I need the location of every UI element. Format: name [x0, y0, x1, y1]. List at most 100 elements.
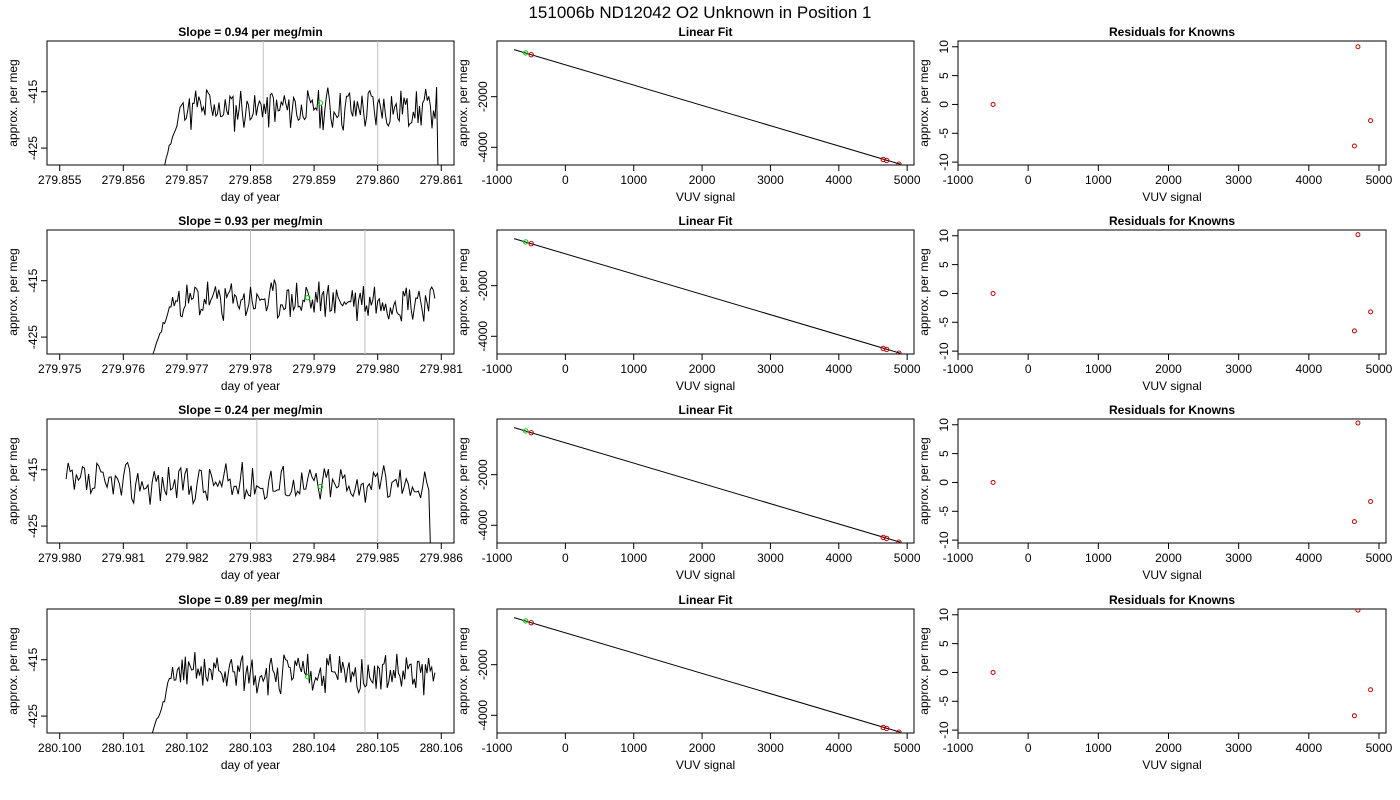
x-tick-label: 1000: [1085, 741, 1112, 755]
plot-frame: [496, 40, 915, 166]
plot-area: [65, 419, 431, 543]
x-tick-label: 279.855: [38, 173, 82, 187]
x-axis-label: VUV signal: [676, 758, 735, 772]
time-series-trace: [151, 652, 436, 733]
panel-linear-fit-row-2: Linear Fit -1000 0 1000 2000 3000 4000 5000 -200…: [456, 214, 921, 393]
y-tick-label: -415: [26, 268, 40, 292]
x-tick-label: 0: [562, 551, 569, 565]
x-tick-label: 1000: [620, 741, 647, 755]
y-tick-label: -425: [26, 704, 40, 728]
y-tick-label: 5: [937, 261, 951, 268]
x-tick-label: 2000: [689, 551, 716, 565]
y-tick-label: -2000: [476, 270, 490, 301]
unknown-sample-marker: [305, 294, 311, 301]
panel-title: Residuals for Knowns: [1109, 403, 1235, 417]
y-tick-label: 0: [937, 101, 951, 108]
panel-linear-fit-row-1: Linear Fit -1000 0 1000 2000 3000 4000 5000 -200…: [456, 25, 921, 204]
plot-area: [151, 609, 436, 733]
y-tick-label: -10: [937, 721, 951, 739]
residual-point: [1355, 232, 1361, 238]
x-tick-label: -1000: [943, 551, 974, 565]
x-tick-label: 4000: [1295, 741, 1322, 755]
x-tick-label: 4000: [825, 741, 852, 755]
x-tick-label: 2000: [1155, 362, 1182, 376]
plot-area: [990, 420, 1374, 525]
x-tick-label: 280.103: [229, 741, 273, 755]
x-tick-label: 3000: [757, 551, 784, 565]
residual-point: [1368, 687, 1374, 693]
panel-timeseries-row-4: Slope = 0.89 per meg/min 280.100 280.101 28…: [6, 593, 463, 772]
figure-title: 151006b ND12042 O2 Unknown in Position 1: [528, 3, 871, 22]
panel-grid: Slope = 0.94 per meg/min 279.855 279.856 27…: [6, 25, 1393, 772]
residual-point: [1351, 143, 1357, 149]
known-point: [528, 240, 534, 247]
x-tick-label: 5000: [1366, 173, 1393, 187]
residual-point: [1368, 118, 1374, 124]
y-tick-label: -425: [26, 514, 40, 538]
plot-area: [513, 238, 902, 354]
y-tick-label: -5: [937, 317, 951, 328]
x-tick-label: 2000: [1155, 741, 1182, 755]
known-point: [883, 725, 890, 732]
x-tick-label: 280.106: [420, 741, 464, 755]
y-tick-label: -2000: [476, 81, 490, 112]
panel-title: Linear Fit: [678, 214, 732, 228]
x-axis-label: day of year: [221, 568, 280, 582]
x-tick-label: 2000: [689, 741, 716, 755]
unknown-point: [523, 50, 529, 56]
y-axis-label: approx. per meg: [6, 248, 20, 335]
x-tick-label: 279.983: [229, 551, 273, 565]
panel-title: Slope = 0.93 per meg/min: [178, 214, 322, 228]
y-axis-label: approx. per meg: [456, 437, 470, 524]
panel-title: Residuals for Knowns: [1109, 214, 1235, 228]
x-tick-label: 0: [1025, 551, 1032, 565]
x-tick-label: 2000: [689, 362, 716, 376]
x-tick-label: 280.102: [165, 741, 209, 755]
panel-title: Slope = 0.89 per meg/min: [178, 593, 322, 607]
x-tick-label: 3000: [1225, 173, 1252, 187]
x-tick-label: 279.860: [356, 173, 400, 187]
y-axis-label: approx. per meg: [917, 59, 931, 146]
residual-point: [1368, 498, 1374, 504]
y-tick-label: -2000: [476, 459, 490, 490]
y-tick-label: 0: [937, 290, 951, 297]
panel-timeseries-row-3: Slope = 0.24 per meg/min 279.980 279.981 27…: [6, 403, 463, 582]
x-tick-label: 0: [562, 362, 569, 376]
x-tick-label: -1000: [943, 741, 974, 755]
y-tick-label: -5: [937, 506, 951, 517]
x-tick-label: 4000: [825, 551, 852, 565]
x-tick-label: 0: [1025, 741, 1032, 755]
plot-frame: [957, 608, 1387, 734]
known-point: [880, 345, 886, 352]
y-axis-label: approx. per meg: [917, 627, 931, 714]
x-tick-label: 279.980: [38, 551, 82, 565]
known-point: [896, 539, 902, 543]
x-tick-label: 280.104: [292, 741, 336, 755]
y-tick-label: 5: [937, 72, 951, 79]
y-axis-label: approx. per meg: [6, 59, 20, 146]
y-axis-label: approx. per meg: [456, 627, 470, 714]
x-tick-label: 1000: [620, 173, 647, 187]
x-axis-label: VUV signal: [1142, 379, 1201, 393]
panel-residuals-row-4: Residuals for Knowns -1000 0 1000 2000 3000 40…: [917, 593, 1393, 772]
panel-linear-fit-row-4: Linear Fit -1000 0 1000 2000 3000 4000 5000 -200…: [456, 593, 921, 772]
plot-area: [513, 427, 902, 543]
residual-point: [990, 290, 996, 296]
y-tick-label: -415: [26, 79, 40, 103]
x-tick-label: 279.857: [165, 173, 209, 187]
panel-residuals-row-3: Residuals for Knowns -1000 0 1000 2000 3000 40…: [917, 403, 1393, 582]
time-series-trace: [164, 86, 439, 165]
x-tick-label: 2000: [1155, 551, 1182, 565]
x-tick-label: -1000: [943, 362, 974, 376]
x-tick-label: 4000: [825, 362, 852, 376]
panel-linear-fit-row-3: Linear Fit -1000 0 1000 2000 3000 4000 5000 -200…: [456, 403, 921, 582]
residual-point: [1351, 713, 1357, 719]
residual-point: [1355, 44, 1361, 50]
panel-title: Residuals for Knowns: [1109, 593, 1235, 607]
x-axis-label: VUV signal: [676, 379, 735, 393]
y-tick-label: -415: [26, 647, 40, 671]
panel-title: Slope = 0.94 per meg/min: [178, 25, 322, 39]
x-tick-label: 1000: [1085, 551, 1112, 565]
x-axis-label: VUV signal: [676, 190, 735, 204]
